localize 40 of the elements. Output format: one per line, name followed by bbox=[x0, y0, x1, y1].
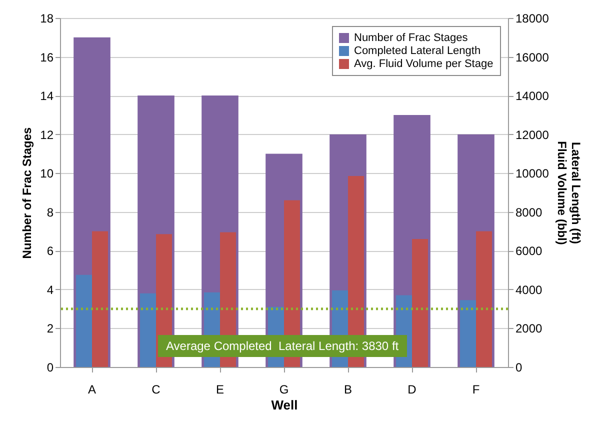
y-tick-label: 2 bbox=[46, 322, 54, 336]
y2-tick-label: 12000 bbox=[516, 128, 550, 142]
y-tick-label: 6 bbox=[46, 244, 54, 258]
y2-tick-label: 16000 bbox=[516, 50, 550, 64]
legend-label: Completed Lateral Length bbox=[354, 45, 481, 57]
y2-tick-label: 2000 bbox=[516, 322, 543, 336]
legend-label: Avg. Fluid Volume per Stage bbox=[354, 58, 494, 70]
legend-label: Number of Frac Stages bbox=[354, 32, 468, 44]
y2-tick-label: 4000 bbox=[516, 282, 543, 297]
y-tick-label: 0 bbox=[46, 360, 54, 374]
x-tick-label: A bbox=[88, 382, 96, 396]
y2-tick-label: 8000 bbox=[516, 205, 543, 220]
y-tick-label: 10 bbox=[40, 166, 54, 181]
bar bbox=[460, 300, 476, 367]
x-tick-label: D bbox=[408, 382, 417, 396]
y-tick-label: 4 bbox=[46, 282, 54, 297]
y2-tick-label: 10000 bbox=[516, 166, 550, 181]
x-tick-label: B bbox=[344, 382, 352, 396]
y-tick-label: 8 bbox=[46, 205, 54, 220]
x-tick-label: E bbox=[216, 382, 224, 396]
y2-tick-label: 18000 bbox=[516, 12, 550, 26]
x-tick-label: G bbox=[279, 382, 289, 396]
y-axis-title: Number of Frac Stages bbox=[20, 126, 34, 259]
y-tick-label: 16 bbox=[40, 50, 54, 64]
bar bbox=[476, 231, 492, 367]
y2-axis-title: Lateral Length (ft) Fluid Volume (bbl) bbox=[554, 141, 583, 245]
bar bbox=[92, 231, 108, 367]
x-tick-label: F bbox=[472, 382, 480, 396]
y2-tick-label: 0 bbox=[516, 360, 522, 374]
bar bbox=[76, 274, 92, 367]
x-tick-label: C bbox=[152, 382, 161, 396]
y-tick-label: 12 bbox=[40, 128, 54, 142]
y2-tick-label: 6000 bbox=[516, 244, 543, 258]
x-axis-title: Well bbox=[271, 398, 298, 412]
bar bbox=[140, 293, 156, 367]
bar bbox=[412, 239, 428, 367]
y2-tick-label: 14000 bbox=[516, 89, 550, 104]
y-tick-label: 14 bbox=[40, 89, 54, 104]
y-tick-label: 18 bbox=[40, 12, 54, 26]
annotation: Average Completed Lateral Length: 3830 ft bbox=[158, 335, 407, 357]
